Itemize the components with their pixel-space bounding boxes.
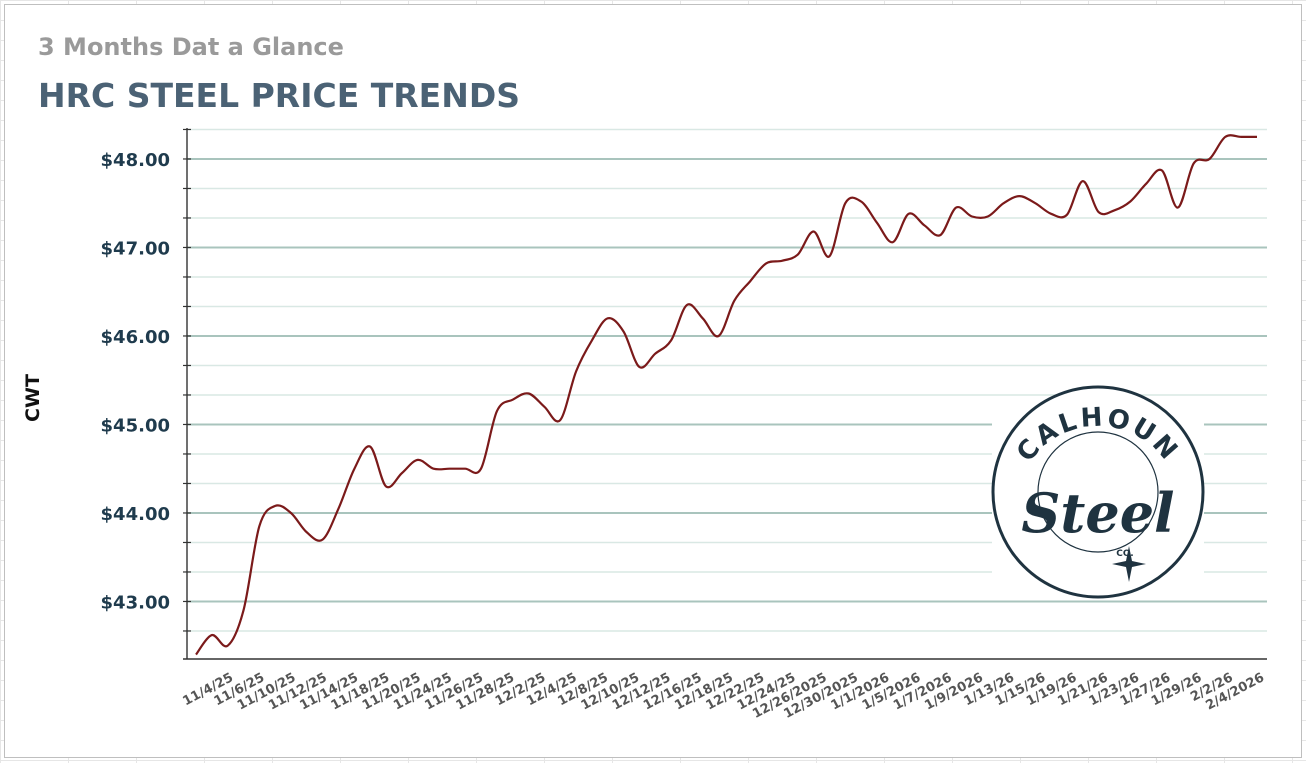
y-tick-label: $47.00 [101, 238, 170, 259]
chart-title: HRC STEEL PRICE TRENDS [38, 76, 520, 115]
calhoun-steel-logo: CALHOUN Steel CO. [991, 385, 1205, 599]
price-series-line [195, 134, 1257, 656]
axes [183, 128, 1267, 660]
chart-subtitle: 3 Months Dat a Glance [38, 33, 344, 61]
y-axis-label: CWT [22, 374, 44, 422]
y-axis-tick-labels: $43.00 $44.00 $45.00 $46.00 $47.00 $48.00 [101, 150, 170, 613]
y-tick-label: $45.00 [101, 415, 170, 436]
y-tick-label: $46.00 [101, 327, 170, 348]
y-tick-label: $44.00 [101, 504, 170, 525]
star-icon [1112, 546, 1146, 582]
y-tick-label: $48.00 [101, 150, 170, 171]
logo-script-text: Steel [1021, 481, 1174, 545]
x-axis-tick-labels: 11/4/2511/6/2511/10/2511/12/2511/14/2511… [181, 670, 1267, 722]
gridlines [187, 128, 1267, 632]
y-tick-label: $43.00 [101, 592, 170, 613]
logo-small-text: CO. [1116, 549, 1133, 559]
